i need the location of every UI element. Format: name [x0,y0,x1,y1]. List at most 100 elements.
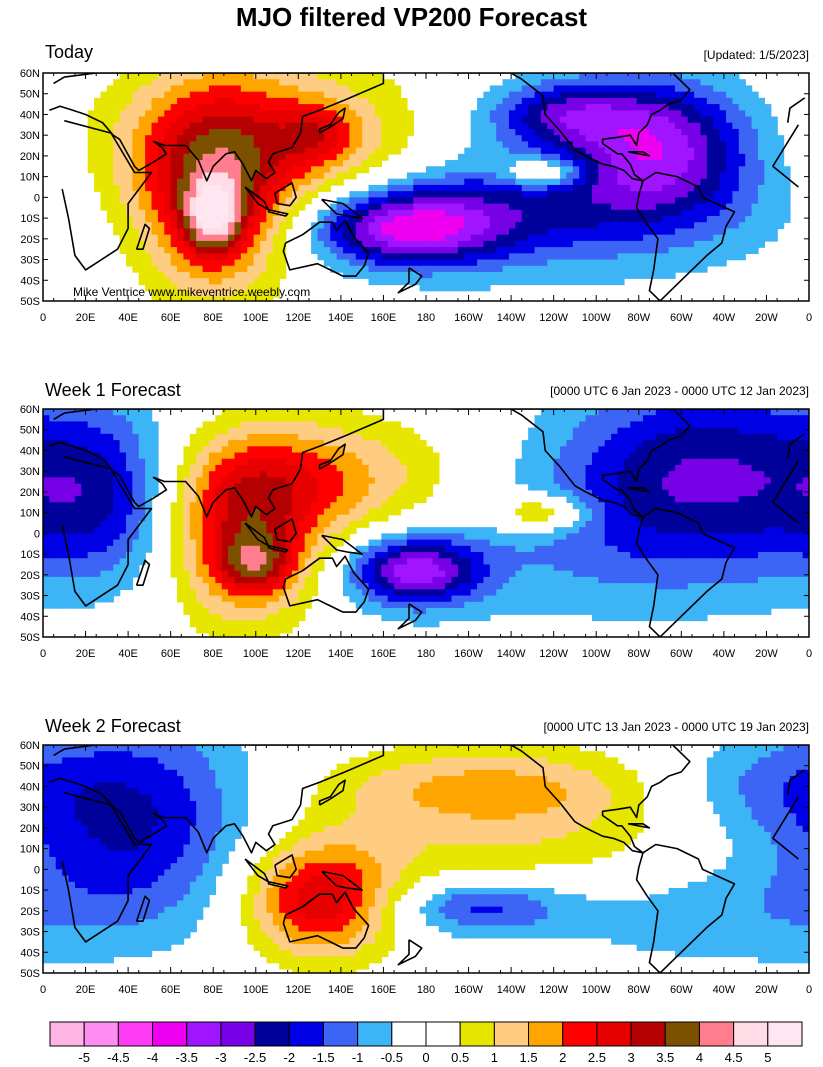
lat-tick-label: 20N [20,823,40,835]
lon-tick-label: 140E [328,648,354,660]
lat-tick-label: 30N [20,130,40,142]
lon-tick-label: 180 [417,648,435,660]
lon-tick-label: 40E [118,984,138,996]
lat-tick-label: 10N [20,172,40,184]
colorbar-swatch [698,1021,735,1047]
lon-tick-label: 0 [806,984,812,996]
colorbar-swatch [117,1021,154,1047]
lon-tick-label: 0 [806,648,812,660]
lon-tick-label: 100W [582,984,611,996]
colorbar-label: 3 [627,1050,634,1065]
lon-tick-label: 20E [76,984,96,996]
lon-tick-label: 140W [497,648,526,660]
lat-tick-label: 60N [20,404,40,416]
lon-tick-label: 160W [454,984,483,996]
lat-tick-label: 20S [20,906,40,918]
colorbar-label: 4.5 [725,1050,743,1065]
lon-tick-label: 140W [497,312,526,324]
lat-tick-label: 10S [20,549,40,561]
colorbar-swatch [83,1021,119,1047]
colorbar-swatch [322,1021,359,1047]
colorbar-label: 1.5 [520,1050,538,1065]
lat-tick-label: 50S [20,968,40,980]
colorbar-label: -0.5 [381,1050,403,1065]
lat-tick-label: 0 [34,192,40,204]
lat-tick-label: 40S [20,275,40,287]
lon-tick-label: 40E [118,648,138,660]
lat-tick-label: 60N [20,68,40,80]
lat-tick-label: 40S [20,611,40,623]
lat-tick-label: 20N [20,487,40,499]
lat-tick-label: 50N [20,761,40,773]
lon-tick-label: 60W [670,984,693,996]
colorbar-label: -1 [352,1050,364,1065]
panel-info-week2: [0000 UTC 13 Jan 2023 - 0000 UTC 19 Jan … [543,720,810,734]
colorbar-swatch [220,1021,256,1047]
lon-tick-label: 60E [161,648,181,660]
colorbar-swatch [152,1021,188,1047]
credit-text: Mike Ventrice www.mikeventrice.weebly.co… [73,285,310,299]
colorbar-label: 3.5 [656,1050,674,1065]
lon-tick-label: 40W [713,312,736,324]
colorbar-label: 0.5 [451,1050,469,1065]
colorbar-label: 2.5 [588,1050,606,1065]
lat-tick-label: 20N [20,151,40,163]
lon-tick-label: 20E [76,312,96,324]
lon-tick-label: 80W [627,648,650,660]
lon-tick-label: 60E [161,984,181,996]
colorbar-label: -3 [215,1050,227,1065]
colorbar-swatch [425,1021,461,1047]
lat-tick-label: 30S [20,591,40,603]
lon-tick-label: 60E [161,312,181,324]
main-title: MJO filtered VP200 Forecast [235,2,588,32]
colorbar-swatch [254,1021,290,1047]
lon-tick-label: 80E [203,984,223,996]
coastlines [49,745,806,973]
lon-tick-label: 160W [454,312,483,324]
colorbar-label: -3.5 [176,1050,198,1065]
lat-tick-label: 40S [20,947,40,959]
colorbar-swatch [767,1021,803,1047]
lat-tick-label: 40N [20,109,40,121]
lon-tick-label: 40W [713,648,736,660]
lat-tick-label: 0 [34,864,40,876]
colorbar-swatch [528,1021,564,1047]
lon-tick-label: 0 [806,312,812,324]
colorbar-swatch [733,1021,769,1047]
lon-tick-label: 20W [755,312,778,324]
lon-tick-label: 100W [582,648,611,660]
lat-tick-label: 50S [20,296,40,308]
lat-tick-label: 30S [20,255,40,267]
lon-tick-label: 100W [582,312,611,324]
lat-tick-label: 20S [20,570,40,582]
panel-info-today: [Updated: 1/5/2023] [703,48,809,62]
lon-tick-label: 140E [328,312,354,324]
colorbar-label: -5 [78,1050,90,1065]
lon-tick-label: 140E [328,984,354,996]
lon-tick-label: 180 [417,312,435,324]
colorbar-swatch [49,1021,85,1047]
lat-tick-label: 30N [20,466,40,478]
lon-tick-label: 100E [243,312,269,324]
panel-info-week1: [0000 UTC 6 Jan 2023 - 0000 UTC 12 Jan 2… [550,384,809,398]
lat-tick-label: 0 [34,528,40,540]
lon-tick-label: 0 [40,648,46,660]
lat-tick-label: 10S [20,213,40,225]
colorbar-label: 4 [696,1050,703,1065]
lon-tick-label: 20W [755,984,778,996]
colorbar-swatch [186,1021,222,1047]
lat-tick-label: 50N [20,425,40,437]
colorbar-label: 1 [491,1050,498,1065]
lon-tick-label: 20W [755,648,778,660]
lon-tick-label: 100E [243,648,269,660]
lon-tick-label: 80E [203,312,223,324]
colorbar-label: -4 [147,1050,159,1065]
lat-tick-label: 50S [20,632,40,644]
lat-tick-label: 50N [20,89,40,101]
colorbar-swatch [288,1021,324,1047]
lon-tick-label: 140W [497,984,526,996]
colorbar-swatch [357,1021,393,1047]
